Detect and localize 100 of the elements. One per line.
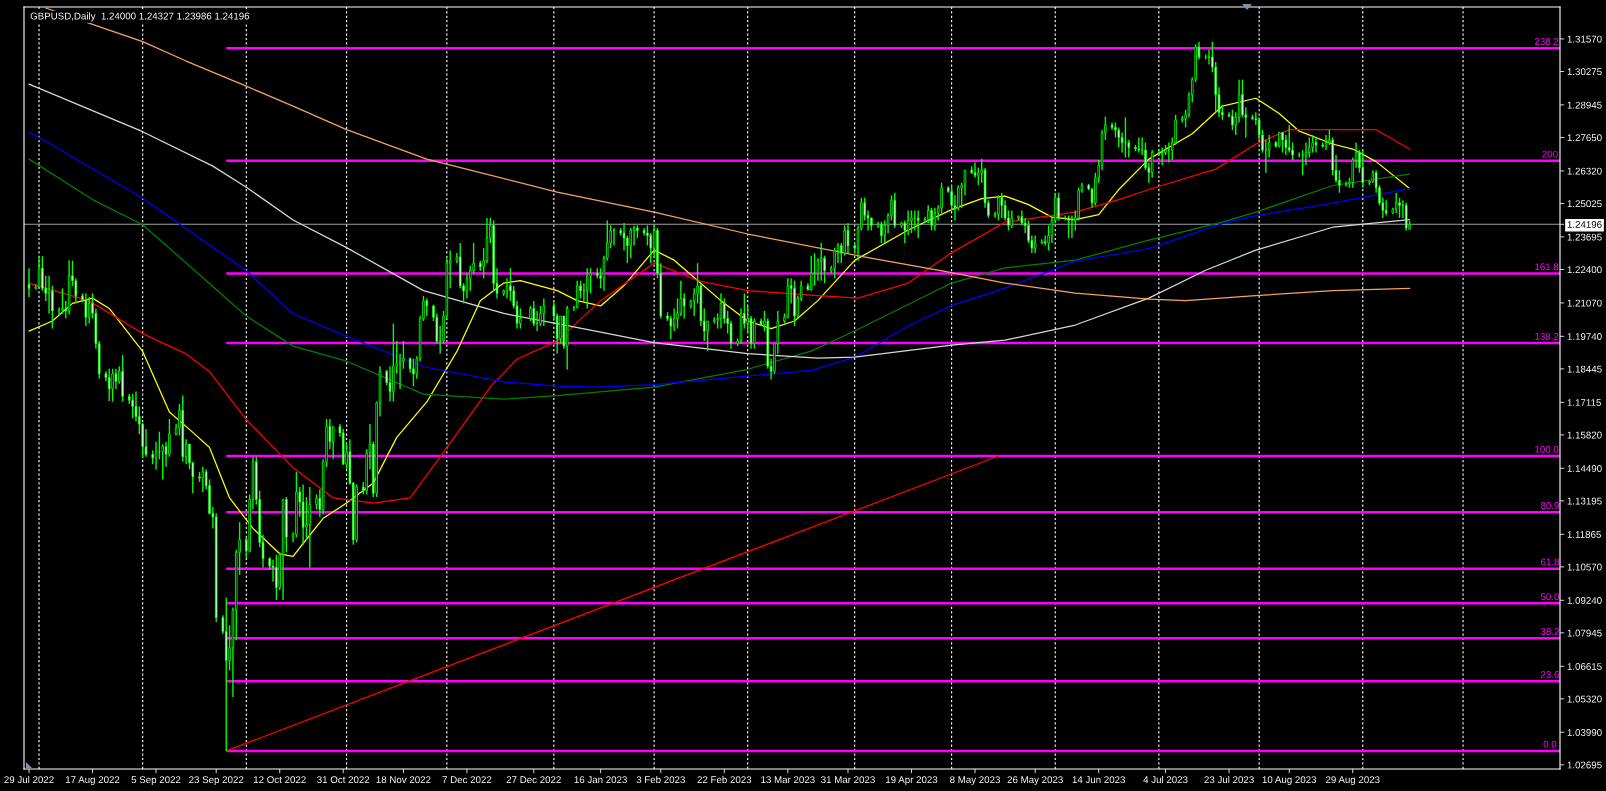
y-tick-label: 1.13195 <box>1567 497 1602 505</box>
candlestick <box>1321 141 1324 149</box>
y-tick-label: 1.09240 <box>1567 597 1602 604</box>
y-tick-label: 1.25025 <box>1567 200 1602 208</box>
candlestick <box>27 267 31 298</box>
candlestick <box>1404 202 1408 232</box>
y-tick-label: 1.27650 <box>1567 134 1602 142</box>
candlestick <box>970 165 973 175</box>
candlestick <box>1314 136 1318 154</box>
candlestick <box>1167 141 1171 164</box>
annotation: 0.0 <box>1543 740 1557 748</box>
candlestick <box>131 393 134 419</box>
x-tick-label: 3 Feb 2023 <box>636 775 685 784</box>
candlestick <box>1384 199 1388 217</box>
y-tick-label: 1.22400 <box>1567 266 1602 274</box>
x-tick-label: 5 Sep 2022 <box>131 776 181 786</box>
x-tick-label: 13 Mar 2023 <box>761 776 815 784</box>
candlestick <box>753 317 756 350</box>
y-tick-label: 1.24196 <box>1567 221 1602 228</box>
candlestick <box>973 161 977 179</box>
candlestick <box>295 471 298 538</box>
candlestick <box>1067 214 1070 239</box>
x-tick-label: 10 Aug 2023 <box>1262 776 1317 786</box>
y-tick-label: 1.26320 <box>1567 167 1602 175</box>
candlestick <box>629 227 632 259</box>
candlestick <box>121 354 124 403</box>
candlestick <box>275 554 278 601</box>
annotation: 50.0 <box>1540 593 1560 601</box>
y-tick-label: 1.19740 <box>1567 333 1602 340</box>
candlestick <box>331 425 335 460</box>
line-series <box>28 83 1411 359</box>
candlestick <box>816 257 820 282</box>
y-tick-label: 1.23695 <box>1567 233 1602 241</box>
candlestick <box>682 292 686 320</box>
candlestick <box>412 358 415 388</box>
candlestick <box>1057 192 1060 222</box>
y-tick-label: 1.30275 <box>1567 68 1602 76</box>
candlestick <box>933 207 937 232</box>
candlestick <box>1398 197 1401 219</box>
x-tick-label: 31 Oct 2022 <box>317 776 370 784</box>
candlestick <box>315 493 318 511</box>
annotation: 100.0 <box>1535 445 1559 453</box>
candlestick <box>285 496 288 553</box>
candlestick <box>900 221 903 229</box>
text: GBPUSD,Daily 1.24000 1.24327 1.23986 1.24196 <box>30 12 250 22</box>
candlestick <box>308 486 312 569</box>
annotation: 238.2 <box>1534 38 1559 45</box>
candlestick <box>1017 214 1020 222</box>
candlestick <box>355 483 358 543</box>
annotation: 138.2 <box>1535 332 1559 340</box>
x-tick-label: 27 Dec 2022 <box>506 776 561 784</box>
x-tick-label: 22 Feb 2023 <box>697 775 752 784</box>
candlestick <box>880 221 883 244</box>
x-tick-label: 8 May 2023 <box>950 776 1000 786</box>
candlestick <box>636 224 639 239</box>
annotation: 200 <box>1542 150 1558 158</box>
y-tick-label: 1.28945 <box>1567 101 1602 109</box>
candlestick <box>61 287 64 315</box>
candlestick <box>1204 53 1207 61</box>
candlestick <box>1311 134 1314 154</box>
x-tick-label: 14 Jun 2023 <box>1072 776 1126 784</box>
y-tick-label: 1.02695 <box>1567 761 1602 769</box>
candlestick <box>793 280 796 327</box>
candlestick <box>1207 48 1211 66</box>
y-tick-label: 1.06615 <box>1567 663 1602 670</box>
candlestick <box>1117 126 1121 149</box>
candlestick <box>519 307 522 330</box>
annotation: 61.8 <box>1541 558 1560 566</box>
candlestick <box>198 471 201 483</box>
candlestick <box>586 267 589 310</box>
y-tick-label: 1.10570 <box>1567 563 1602 571</box>
x-tick-label: 31 Mar 2023 <box>821 776 875 784</box>
annotation: 23.6 <box>1541 671 1560 678</box>
x-tick-label: 23 Jul 2023 <box>1204 775 1254 784</box>
x-tick-label: 18 Nov 2022 <box>376 776 431 784</box>
candlestick <box>916 209 920 239</box>
y-tick-label: 1.15820 <box>1567 431 1602 439</box>
candlestick <box>532 300 536 327</box>
candlestick <box>1231 109 1234 131</box>
y-tick-label: 1.05320 <box>1567 695 1602 703</box>
y-tick-label: 1.11865 <box>1567 531 1601 538</box>
candlestick <box>1237 78 1241 124</box>
x-tick-label: 19 Apr 2023 <box>886 776 938 786</box>
candlestick <box>819 242 823 282</box>
candlestick <box>1284 134 1288 156</box>
candlestick <box>632 224 636 247</box>
candlestick <box>1281 131 1284 154</box>
candlestick <box>392 322 395 403</box>
y-tick-label: 1.14490 <box>1567 465 1602 472</box>
x-tick-label: 23 Sep 2022 <box>189 776 244 786</box>
candlestick <box>542 297 546 327</box>
candlestick <box>47 275 51 315</box>
candlestick <box>84 292 88 327</box>
y-tick-label: 1.31570 <box>1567 35 1602 43</box>
candlestick <box>559 315 562 345</box>
candlestick <box>1251 114 1254 121</box>
candlestick <box>114 368 118 390</box>
candlestick <box>1137 136 1141 154</box>
x-tick-label: 4 Jul 2023 <box>1143 775 1188 784</box>
candlestick <box>1150 149 1154 179</box>
